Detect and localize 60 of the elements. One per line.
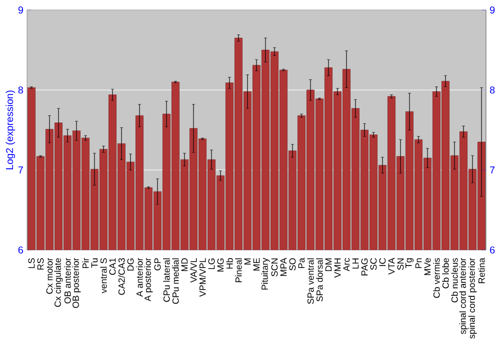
- x-tick-label: CPu lateral: [163, 258, 170, 302]
- x-tick-label: Pa: [298, 258, 305, 268]
- x-tick-label: Cb nucleus: [451, 258, 458, 302]
- x-tick-label: VA/VL: [190, 258, 197, 283]
- x-tick-label: SO: [289, 258, 296, 270]
- x-tick-label: CA1: [109, 258, 116, 275]
- x-tick-label: RS: [37, 258, 44, 270]
- x-tick-label: A posterior: [144, 258, 153, 302]
- x-tick-label: OB posterior: [72, 258, 81, 308]
- x-tick-label: MD: [181, 258, 188, 272]
- x-tick-label: VTA: [388, 258, 395, 275]
- x-tick-label: MPA: [280, 258, 287, 276]
- y-tick-label: 6: [18, 246, 24, 254]
- x-tick-label: SPa dorsal: [316, 258, 323, 302]
- x-tick-label: LH: [352, 258, 359, 269]
- y-tick-label: 7: [18, 166, 23, 174]
- x-tick-label: ventral S: [100, 258, 107, 294]
- y2-tick-label: 7: [490, 166, 495, 174]
- x-tick-label: VPM/VPL: [199, 258, 206, 297]
- x-tick-label: Pituitary: [261, 258, 270, 290]
- x-tick-label: Arc: [343, 258, 350, 272]
- x-tick-label: Cb lobe: [442, 258, 449, 288]
- x-tick-label: MG: [217, 258, 224, 272]
- x-tick-label: DG: [127, 258, 134, 271]
- x-tick-label: Pn: [415, 258, 422, 268]
- x-tick-label: PAG: [361, 258, 368, 276]
- x-tick-label: SPa ventral: [307, 258, 314, 304]
- x-tick-label: Hb: [226, 258, 233, 269]
- y2-tick-label: 8: [490, 86, 495, 94]
- x-tick-label: Retina: [478, 258, 485, 284]
- x-tick-label: spinal cord anterior: [459, 258, 468, 334]
- y-tick-label: 8: [18, 86, 24, 94]
- x-tick-label: A anterior: [136, 258, 143, 297]
- x-tick-label: IC: [379, 258, 386, 266]
- x-tick-label: CPu medial: [172, 258, 179, 304]
- x-tick-label: ME: [253, 258, 260, 271]
- x-tick-label: SN: [397, 258, 404, 270]
- y-axis-title: Log2 (expression): [6, 90, 16, 170]
- x-tick-label: Tg: [405, 258, 414, 268]
- x-tick-label: Cb vermis: [433, 258, 440, 298]
- x-tick-label: LS: [28, 258, 35, 268]
- x-tick-label: M: [244, 258, 251, 265]
- x-tick-label: SCN: [271, 258, 278, 276]
- x-tick-label: GP: [154, 258, 161, 270]
- x-tick-label: Cx cingulate: [54, 258, 63, 307]
- x-tick-label: SC: [370, 258, 377, 270]
- y2-tick-label: 9: [490, 6, 495, 14]
- x-tick-label: DM: [325, 258, 332, 272]
- x-tick-label: Cx motor: [46, 258, 53, 294]
- x-tick-label: Tu: [91, 258, 98, 268]
- x-tick-label: Pir: [82, 258, 89, 268]
- y2-tick-label: 6: [490, 246, 495, 254]
- x-tick-label: CA2/CA3: [118, 258, 125, 295]
- x-tick-label: LG: [208, 258, 215, 270]
- x-tick-label: spinal cord posterior: [468, 258, 477, 339]
- y-tick-label: 9: [18, 6, 24, 14]
- x-tick-label: MVe: [424, 258, 431, 276]
- x-tick-label: OB anterior: [64, 258, 71, 304]
- x-tick-label: Pineal: [235, 258, 242, 282]
- x-tick-label: VMH: [334, 258, 341, 278]
